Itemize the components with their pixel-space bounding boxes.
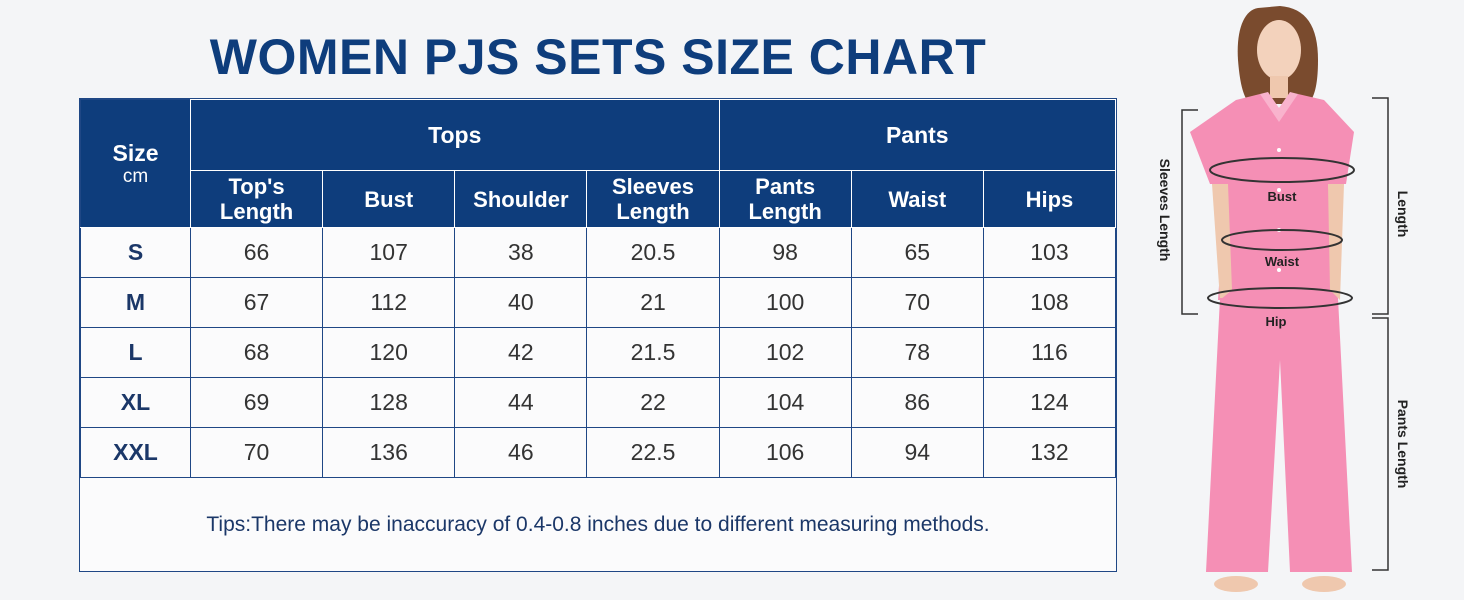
size-chart-table: Size cm Tops Pants Top's Length Bust Should… [79, 98, 1117, 572]
column-header-line: Length [748, 199, 822, 224]
button-dot [1277, 268, 1281, 272]
table-cell: 22 [586, 377, 720, 428]
table-row: S 66 107 38 20.5 98 65 103 [80, 227, 1117, 278]
size-cell: L [80, 327, 191, 378]
table-cell: 67 [189, 277, 324, 328]
sleeves-length-bracket [1181, 109, 1198, 315]
column-header: Shoulder [454, 170, 588, 228]
column-header-line: Hips [1025, 186, 1074, 212]
table-row: XL 69 128 44 22 104 86 124 [80, 377, 1117, 428]
pants-length-label: Pants Length [1395, 400, 1411, 489]
table-cell: 120 [322, 327, 456, 378]
table-cell: 116 [982, 327, 1117, 378]
length-bracket [1372, 97, 1389, 315]
table-cell: 38 [454, 227, 588, 278]
table-cell: 104 [718, 377, 852, 428]
table-body: S 66 107 38 20.5 98 65 103 M 67 112 40 21 100 70 108 L 68… [80, 227, 1117, 478]
table-cell: 69 [189, 377, 324, 428]
table-cell: 136 [322, 427, 456, 478]
table-row: XXL 70 136 46 22.5 106 94 132 [80, 427, 1117, 478]
table-cell: 102 [718, 327, 852, 378]
table-cell: 46 [454, 427, 588, 478]
table-cell: 66 [189, 227, 324, 278]
table-cell: 98 [718, 227, 852, 278]
page-title: WOMEN PJS SETS SIZE CHART [209, 29, 987, 85]
column-header-row: Top's Length Bust Shoulder Sleeves Length Pant… [81, 170, 1117, 228]
size-cell: XL [80, 377, 191, 428]
column-header-line: Length [616, 199, 690, 224]
table-cell: 40 [454, 277, 588, 328]
table-cell: 21 [586, 277, 720, 328]
waist-label: Waist [1265, 254, 1300, 269]
table-cell: 70 [189, 427, 324, 478]
table-cell: 94 [850, 427, 984, 478]
table-cell: 100 [718, 277, 852, 328]
column-header-line: Top's [228, 174, 285, 199]
button-dot [1277, 148, 1281, 152]
table-cell: 20.5 [586, 227, 720, 278]
table-cell: 70 [850, 277, 984, 328]
table-cell: 86 [850, 377, 984, 428]
collar-shape [1260, 92, 1298, 122]
table-cell: 128 [322, 377, 456, 428]
table-cell: 21.5 [586, 327, 720, 378]
size-cell: S [80, 227, 191, 278]
tips-text: Tips:There may be inaccuracy of 0.4-0.8 … [206, 513, 990, 536]
table-cell: 44 [454, 377, 588, 428]
column-header: Pants Length [718, 170, 852, 228]
size-header-cell: Size cm [80, 99, 191, 228]
column-header: Top's Length [189, 170, 324, 228]
column-header-line: Sleeves [612, 174, 694, 199]
table-row: L 68 120 42 21.5 102 78 116 [80, 327, 1117, 378]
table-cell: 42 [454, 327, 588, 378]
table-cell: 65 [850, 227, 984, 278]
hip-label: Hip [1266, 314, 1287, 329]
neck-shape [1270, 76, 1288, 98]
unit-label: cm [122, 165, 149, 187]
column-header: Bust [322, 170, 456, 228]
hip-measure-line [1207, 287, 1353, 309]
waist-measure-line [1221, 229, 1343, 251]
column-header: Waist [850, 170, 984, 228]
column-header-line: Waist [888, 186, 947, 212]
bust-label: Bust [1268, 189, 1298, 204]
right-foot-shape [1302, 576, 1346, 592]
size-cell: XXL [80, 427, 191, 478]
bust-measure-line [1209, 157, 1355, 183]
pajama-model-figure: Bust Waist Hip Sleeves Length Length Pan… [1157, 6, 1411, 592]
table-cell: 107 [322, 227, 456, 278]
tops-group-header: Tops [190, 99, 720, 171]
table-cell: 112 [322, 277, 456, 328]
table-cell: 132 [982, 427, 1117, 478]
column-header-line: Bust [364, 186, 414, 212]
column-header: Sleeves Length [586, 170, 720, 228]
size-header: Size [112, 139, 159, 166]
table-cell: 103 [982, 227, 1117, 278]
column-header-line: Pants [755, 174, 816, 199]
button-dot [1277, 188, 1281, 192]
column-header: Hips [982, 170, 1117, 228]
length-label: Length [1395, 191, 1411, 238]
face-shape [1257, 20, 1301, 80]
pants-shape [1206, 298, 1352, 572]
table-cell: 124 [982, 377, 1117, 428]
size-cell: M [80, 277, 191, 328]
column-header-line: Length [219, 199, 294, 224]
sleeves-length-label: Sleeves Length [1157, 159, 1173, 262]
table-row: M 67 112 40 21 100 70 108 [80, 277, 1117, 328]
table-cell: 22.5 [586, 427, 720, 478]
pants-length-bracket [1372, 317, 1389, 571]
left-foot-shape [1214, 576, 1258, 592]
table-cell: 68 [189, 327, 324, 378]
table-cell: 106 [718, 427, 852, 478]
pants-group-header: Pants [718, 99, 1117, 171]
table-cell: 108 [982, 277, 1117, 328]
table-cell: 78 [850, 327, 984, 378]
column-header-line: Shoulder [473, 186, 569, 212]
right-arm-shape [1328, 184, 1344, 300]
